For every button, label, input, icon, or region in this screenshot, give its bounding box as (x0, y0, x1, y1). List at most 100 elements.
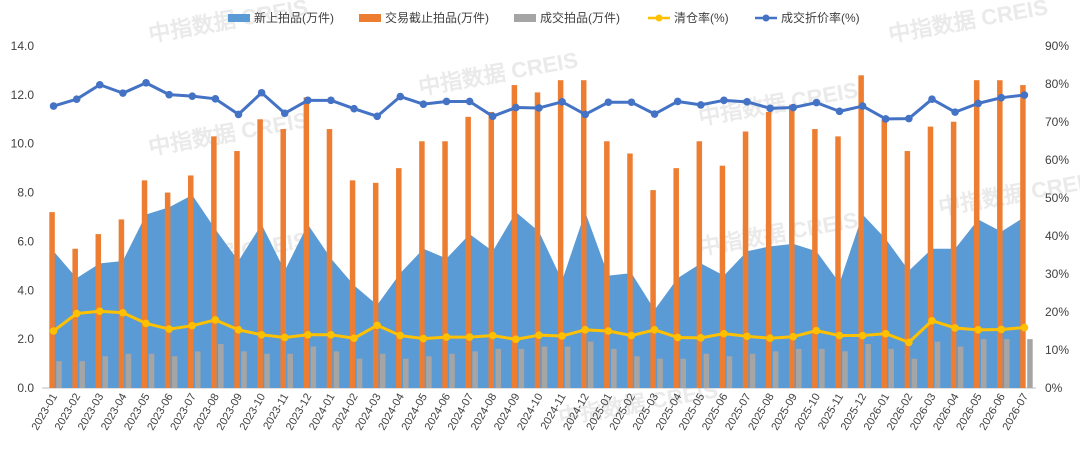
bar-closed-listings (164, 192, 171, 388)
legend-item-1: 交易截止拍品(万件) (359, 10, 489, 25)
legend-label: 交易截止拍品(万件) (385, 10, 489, 25)
y-right-tick-label: 10% (1045, 343, 1069, 357)
bar-sold-listings (449, 353, 455, 388)
point-discount-rate (211, 95, 220, 103)
bar-sold-listings (888, 348, 894, 388)
point-discount-rate (72, 95, 81, 103)
bar-closed-listings (858, 75, 864, 389)
bar-closed-listings (973, 80, 980, 388)
point-discount-rate (650, 110, 659, 118)
bar-closed-listings (950, 121, 957, 388)
point-clearance-rate (465, 333, 474, 341)
point-discount-rate (558, 98, 566, 106)
point-clearance-rate (280, 333, 289, 342)
legend-item-3: 清仓率(%) (648, 10, 729, 25)
point-clearance-rate (535, 331, 543, 339)
point-clearance-rate (119, 308, 127, 317)
legend-swatch (359, 14, 381, 22)
point-clearance-rate (165, 325, 173, 333)
bar-sold-listings (426, 356, 432, 388)
point-clearance-rate (419, 334, 428, 343)
point-discount-rate (327, 96, 335, 105)
point-clearance-rate (350, 334, 358, 343)
point-clearance-rate (604, 327, 613, 335)
bar-sold-listings (680, 358, 686, 388)
bar-closed-listings (465, 116, 471, 388)
bar-closed-listings (696, 141, 703, 388)
point-clearance-rate (304, 331, 312, 339)
point-clearance-rate (650, 326, 659, 334)
bar-closed-listings (280, 129, 286, 389)
bar-sold-listings (657, 358, 663, 388)
point-clearance-rate (812, 326, 821, 335)
point-clearance-rate (327, 331, 335, 339)
point-clearance-rate (188, 321, 197, 330)
bar-sold-listings (79, 361, 85, 388)
bar-sold-listings (472, 351, 478, 388)
bar-closed-listings (396, 168, 402, 388)
bar-closed-listings (1020, 85, 1026, 388)
legend-label: 新上拍品(万件) (254, 10, 334, 25)
bar-closed-listings (419, 141, 425, 388)
point-clearance-rate (743, 332, 751, 341)
point-discount-rate (280, 109, 289, 118)
point-clearance-rate (858, 331, 867, 340)
bar-closed-listings (72, 248, 78, 388)
bar-sold-listings (171, 356, 178, 388)
bar-sold-listings (102, 356, 109, 388)
bar-sold-listings (796, 348, 802, 388)
bar-sold-listings (819, 348, 825, 388)
point-discount-rate (142, 79, 150, 87)
bar-sold-listings (911, 358, 918, 388)
point-clearance-rate (49, 327, 58, 335)
legend-swatch-marker (655, 14, 663, 22)
bar-closed-listings (789, 104, 795, 388)
point-discount-rate (257, 88, 266, 97)
point-discount-rate (743, 98, 751, 106)
bar-closed-listings (719, 165, 726, 388)
bar-sold-listings (195, 351, 201, 388)
point-discount-rate (673, 97, 682, 106)
y-left-tick-label: 8.0 (17, 186, 34, 200)
point-discount-rate (720, 96, 728, 105)
point-clearance-rate (373, 321, 381, 330)
bar-closed-listings (765, 111, 772, 388)
point-clearance-rate (789, 332, 798, 341)
point-discount-rate (373, 112, 381, 121)
point-discount-rate (928, 95, 936, 103)
bar-sold-listings (403, 358, 409, 388)
point-clearance-rate (905, 338, 913, 347)
point-clearance-rate (997, 325, 1006, 334)
bar-closed-listings (742, 131, 749, 388)
bar-sold-listings (842, 351, 848, 388)
y-right-tick-label: 50% (1045, 191, 1069, 205)
y-right-tick-label: 40% (1045, 229, 1069, 243)
bar-closed-listings (372, 182, 379, 388)
point-discount-rate (997, 93, 1006, 102)
point-discount-rate (49, 102, 58, 110)
bar-sold-listings (772, 351, 779, 388)
point-clearance-rate (673, 333, 682, 342)
bar-sold-listings (125, 353, 132, 388)
legend-swatch (514, 14, 536, 22)
bar-closed-listings (511, 85, 518, 388)
point-clearance-rate (835, 331, 844, 340)
y-right-tick-label: 0% (1045, 381, 1063, 395)
point-discount-rate (442, 97, 451, 106)
bar-closed-listings (442, 141, 448, 388)
bar-sold-listings (703, 353, 710, 388)
y-left-tick-label: 4.0 (17, 283, 34, 297)
y-right-tick-label: 90% (1045, 39, 1069, 53)
point-discount-rate (974, 99, 983, 108)
point-discount-rate (697, 101, 705, 109)
bar-closed-listings (326, 129, 333, 389)
point-discount-rate (535, 104, 543, 112)
bar-sold-listings (726, 356, 733, 388)
point-clearance-rate (257, 331, 266, 339)
bar-sold-listings (749, 353, 756, 388)
bar-closed-listings (812, 129, 818, 389)
bar-closed-listings (141, 180, 148, 388)
y-right-tick-label: 20% (1045, 305, 1069, 319)
point-discount-rate (766, 104, 774, 113)
